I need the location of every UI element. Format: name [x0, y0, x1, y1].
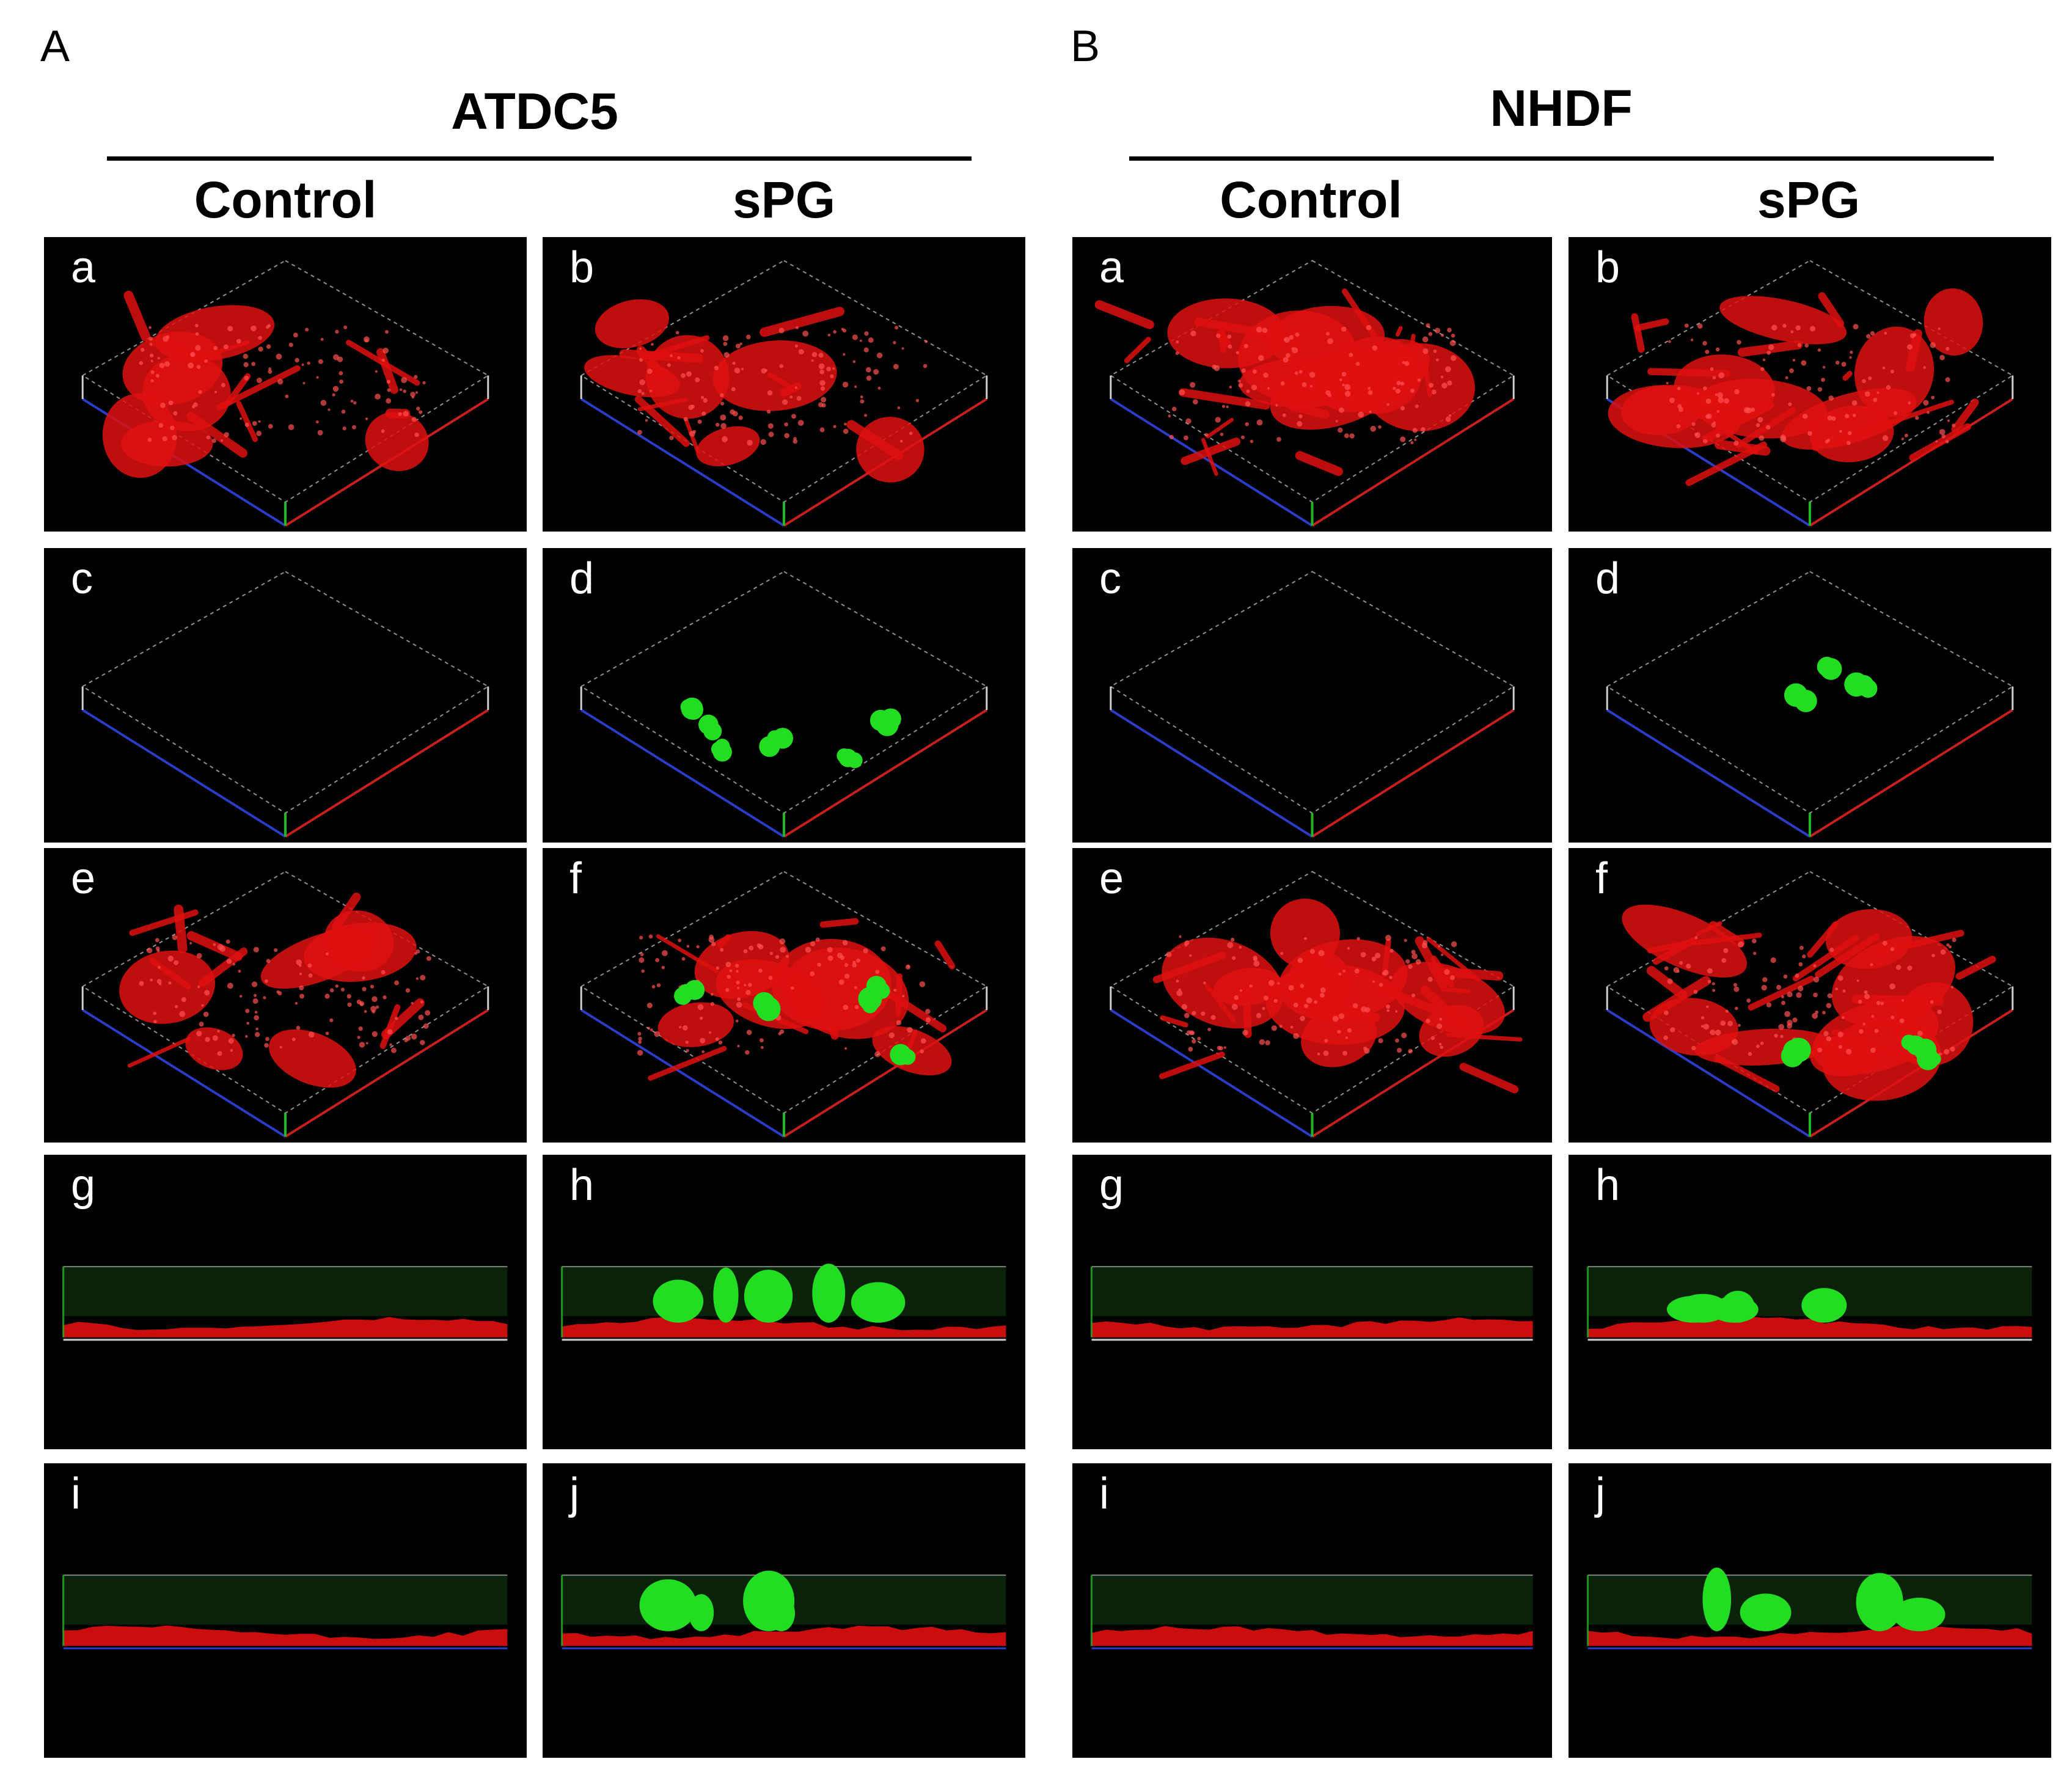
panel-letter: j [569, 1469, 579, 1518]
section-a-letter: A [40, 22, 70, 71]
section-a-rule [107, 156, 972, 161]
microscopy-image [1094, 260, 1515, 527]
microscopy-image [561, 1264, 1006, 1341]
panel-letter: h [1595, 1161, 1620, 1210]
panel-letter: d [1595, 554, 1620, 603]
panel-letter: i [71, 1469, 81, 1518]
panel-b-i: i [1072, 1463, 1552, 1758]
microscopy-image [1587, 1266, 2032, 1341]
microscopy-image [580, 871, 988, 1138]
panel-a-b: b [543, 237, 1025, 532]
microscopy-image [81, 571, 489, 838]
panel-b-g: g [1072, 1155, 1552, 1449]
section-a-cell-line: ATDC5 [451, 82, 618, 140]
panel-a-c: c [44, 548, 527, 843]
section-a-col-control: Control [194, 171, 377, 229]
microscopy-image [1606, 571, 2014, 838]
panel-letter: c [71, 554, 93, 603]
section-b-col-spg: sPG [1757, 171, 1861, 229]
microscopy-image [580, 260, 988, 527]
section-b-col-control: Control [1220, 171, 1402, 229]
panel-letter: a [1099, 243, 1124, 292]
microscopy-image [1090, 1266, 1533, 1341]
panel-letter: b [1595, 243, 1620, 292]
panel-a-g: g [44, 1155, 527, 1449]
section-b-letter: B [1071, 22, 1100, 71]
section-b-rule [1129, 156, 1994, 161]
panel-a-a: a [44, 237, 527, 532]
microscopy-image [1109, 871, 1523, 1138]
panel-b-f: f [1569, 848, 2051, 1143]
panel-letter: f [569, 854, 582, 903]
panel-b-c: c [1072, 548, 1552, 843]
microscopy-image [1109, 571, 1515, 838]
panel-letter: j [1595, 1469, 1605, 1518]
section-a-col-spg: sPG [732, 171, 836, 229]
microscopy-image [62, 1574, 508, 1650]
panel-letter: h [569, 1161, 595, 1210]
panel-a-f: f [543, 848, 1025, 1143]
microscopy-image [1606, 260, 2014, 527]
panel-a-d: d [543, 548, 1025, 843]
microscopy-image [580, 571, 988, 838]
panel-a-j: j [543, 1463, 1025, 1758]
microscopy-image [81, 260, 489, 527]
panel-b-b: b [1569, 237, 2051, 532]
panel-letter: e [1099, 854, 1124, 903]
microscopy-image [62, 1266, 508, 1341]
panel-letter: f [1595, 854, 1608, 903]
panel-letter: a [71, 243, 96, 292]
panel-letter: d [569, 554, 595, 603]
panel-a-i: i [44, 1463, 527, 1758]
panel-b-e: e [1072, 848, 1552, 1143]
microscopy-image [1587, 1567, 2032, 1650]
microscopy-image [561, 1570, 1006, 1650]
microscopy-image [1606, 871, 2014, 1138]
microscopy-image [81, 871, 489, 1138]
panel-a-h: h [543, 1155, 1025, 1449]
panel-letter: g [71, 1161, 96, 1210]
panel-b-d: d [1569, 548, 2051, 843]
panel-letter: i [1099, 1469, 1109, 1518]
panel-letter: g [1099, 1161, 1124, 1210]
panel-a-e: e [44, 848, 527, 1143]
panel-letter: b [569, 243, 595, 292]
section-b-cell-line: NHDF [1490, 79, 1633, 137]
panel-b-h: h [1569, 1155, 2051, 1449]
panel-letter: e [71, 854, 96, 903]
panel-b-a: a [1072, 237, 1552, 532]
microscopy-image [1090, 1574, 1533, 1650]
panel-b-j: j [1569, 1463, 2051, 1758]
panel-letter: c [1099, 554, 1121, 603]
